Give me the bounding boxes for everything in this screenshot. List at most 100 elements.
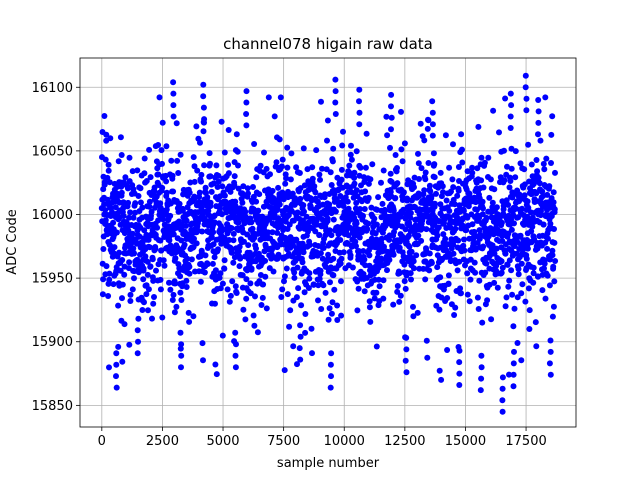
data-point (305, 285, 312, 291)
data-point (306, 275, 313, 282)
data-point (328, 182, 335, 188)
data-point (544, 245, 551, 252)
data-point (106, 179, 113, 186)
data-point (116, 249, 123, 256)
data-point (403, 346, 410, 353)
data-point (170, 291, 177, 298)
data-point (240, 306, 247, 313)
data-point (103, 131, 110, 138)
data-point (404, 197, 411, 204)
data-point (155, 171, 162, 178)
data-point (475, 123, 482, 130)
data-point (387, 144, 393, 151)
data-point (129, 230, 136, 237)
data-point (436, 306, 443, 313)
data-point (540, 221, 547, 228)
plot-frame (79, 57, 577, 428)
data-point (542, 94, 549, 101)
data-point (357, 164, 364, 171)
data-point (388, 91, 395, 98)
data-point (502, 95, 509, 102)
data-point (141, 227, 148, 234)
data-point (444, 295, 451, 301)
data-point (154, 224, 161, 231)
data-point (300, 249, 307, 256)
data-point (157, 200, 164, 207)
data-point (431, 161, 438, 168)
data-point (329, 158, 336, 165)
data-point (353, 220, 360, 227)
data-point (294, 264, 301, 271)
data-point (384, 267, 390, 274)
data-point (168, 157, 175, 164)
data-point (388, 126, 394, 133)
data-point (166, 237, 173, 244)
data-point (217, 285, 224, 292)
data-point (390, 301, 397, 308)
data-point (434, 264, 441, 271)
data-point (529, 223, 536, 230)
data-point (445, 272, 452, 279)
data-point (523, 255, 530, 262)
data-point (338, 312, 345, 319)
data-point (247, 290, 254, 297)
data-point (128, 240, 135, 247)
data-point (318, 98, 324, 105)
data-point (520, 221, 527, 228)
data-point (515, 214, 522, 221)
data-point (184, 255, 191, 262)
data-point (118, 189, 125, 196)
data-point (146, 198, 153, 205)
data-point (366, 252, 373, 259)
data-point (313, 147, 320, 154)
data-point (493, 262, 500, 269)
data-point (275, 184, 282, 191)
data-point (510, 371, 517, 378)
data-point (253, 198, 260, 205)
data-point (304, 166, 311, 173)
data-point (398, 108, 404, 115)
data-point (263, 165, 270, 172)
data-point (226, 237, 233, 243)
data-point (143, 291, 150, 298)
data-point (170, 188, 177, 195)
data-point (413, 252, 420, 259)
data-point (460, 208, 467, 214)
data-point (503, 197, 510, 204)
data-point (486, 194, 493, 201)
data-point (107, 135, 114, 142)
data-point (410, 258, 417, 265)
data-point (244, 185, 251, 192)
data-point (445, 281, 452, 287)
data-point (373, 343, 380, 350)
data-point (231, 173, 238, 180)
data-point (161, 262, 168, 269)
data-point (139, 307, 146, 313)
data-point (471, 194, 478, 201)
data-point (229, 278, 236, 285)
data-point (234, 148, 241, 155)
data-point (524, 198, 531, 205)
data-point (356, 234, 363, 241)
data-point (431, 174, 438, 181)
data-point (332, 76, 339, 83)
data-point (231, 182, 238, 189)
data-point (514, 294, 521, 301)
data-point (510, 360, 517, 367)
data-point (506, 371, 512, 378)
data-point (134, 327, 141, 334)
data-point (546, 183, 553, 190)
data-point (157, 237, 164, 244)
data-point (356, 109, 363, 116)
data-point (169, 297, 176, 303)
data-point (502, 250, 509, 257)
data-point (392, 152, 399, 158)
data-point (551, 226, 557, 232)
data-point (113, 384, 120, 391)
data-point (223, 209, 230, 216)
data-point (506, 257, 513, 264)
data-point (457, 285, 464, 292)
data-point (296, 170, 303, 176)
data-point (285, 188, 291, 195)
data-point (508, 267, 515, 274)
